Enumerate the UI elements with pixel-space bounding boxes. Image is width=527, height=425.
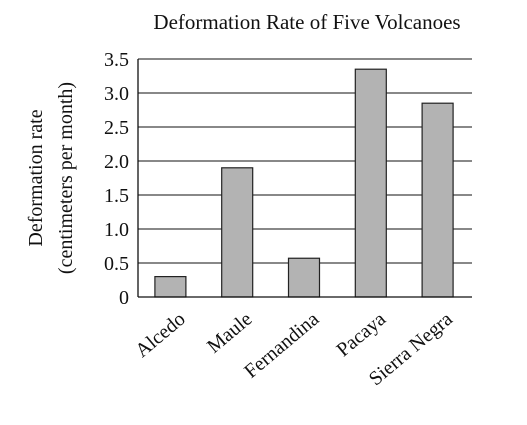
y-axis-label: Deformation rate	[25, 109, 47, 246]
bar-maule	[221, 167, 254, 298]
axes	[137, 59, 472, 298]
x-tick-label: Fernandina	[240, 308, 323, 383]
y-tick-labels: 0 0.5 1.0 1.5 2.0 2.5 3.0 3.5	[104, 49, 129, 309]
y-tick-label: 0	[119, 287, 129, 309]
x-tick-label: Maule	[203, 308, 256, 358]
bar-fernandina	[287, 257, 321, 298]
y-tick-label: 2.0	[104, 151, 129, 173]
y-tick-label: 1.5	[104, 185, 129, 207]
x-tick-label: Alcedo	[131, 308, 189, 362]
y-tick-label: 1.0	[104, 219, 129, 241]
y-axis-label-units: (centimeters per month)	[55, 82, 77, 274]
bar-sierra-negra	[421, 102, 454, 298]
y-axis-label-line1: Deformation rate	[25, 109, 47, 246]
gridlines	[138, 58, 472, 264]
y-tick-label: 3.5	[104, 49, 129, 71]
chart-title: Deformation Rate of Five Volcanoes	[153, 10, 460, 34]
y-tick-label: 2.5	[104, 117, 129, 139]
y-axis-label-line2: (centimeters per month)	[55, 82, 77, 274]
bar-pacaya	[354, 68, 387, 298]
bar-alcedo	[154, 276, 187, 298]
x-tick-label: Pacaya	[332, 308, 390, 361]
y-tick-label: 0.5	[104, 253, 129, 275]
y-tick-label: 3.0	[104, 83, 129, 105]
